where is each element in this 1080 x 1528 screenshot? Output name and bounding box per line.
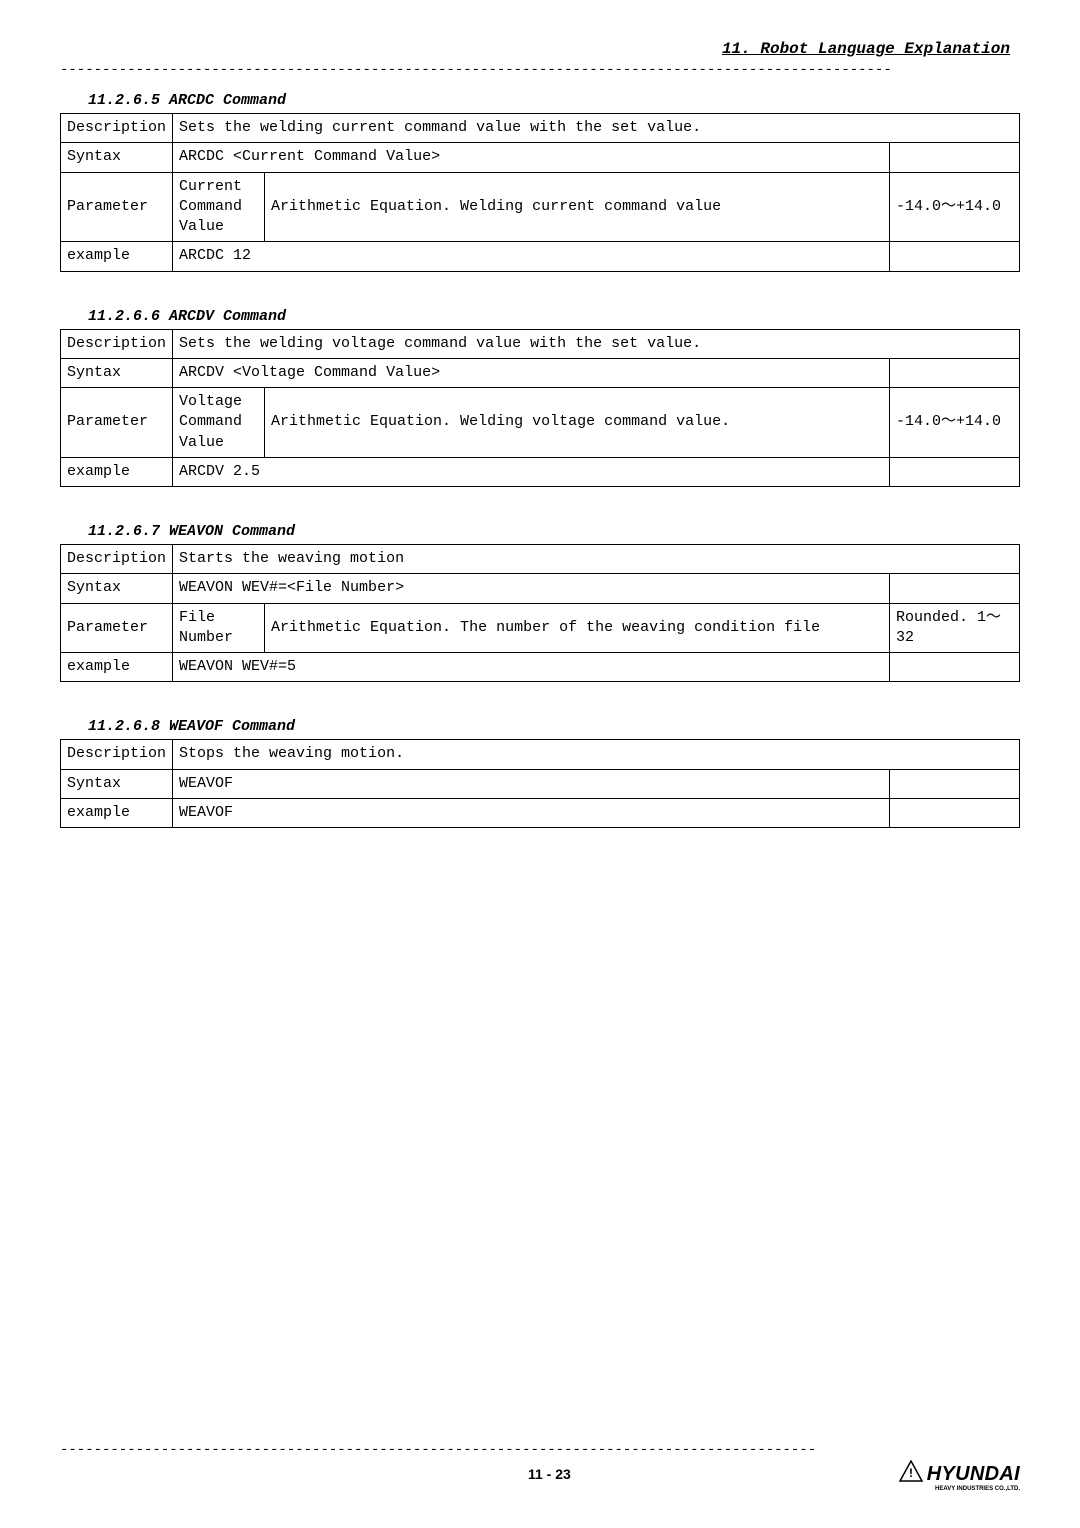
command-table: Description Sets the welding current com… <box>60 113 1020 272</box>
command-table: Description Starts the weaving motion Sy… <box>60 544 1020 682</box>
section-heading: 11.2.6.8 WEAVOF Command <box>60 718 1020 735</box>
cell-value: Sets the welding current command value w… <box>173 114 1020 143</box>
cell-label: example <box>61 242 173 271</box>
warning-triangle-icon: ! <box>899 1460 923 1488</box>
cell-label: example <box>61 798 173 827</box>
cell-label: Description <box>61 114 173 143</box>
chapter-title: 11. Robot Language Explanation <box>60 40 1020 58</box>
table-row: Syntax ARCDV <Voltage Command Value> <box>61 358 1020 387</box>
svg-text:!: ! <box>909 1466 913 1480</box>
cell-value: WEAVOF <box>173 798 890 827</box>
cell-label: Description <box>61 740 173 769</box>
footer-divider: ----------------------------------------… <box>60 1442 1020 1458</box>
cell-value: Stops the weaving motion. <box>173 740 1020 769</box>
cell-value: WEAVON WEV#=<File Number> <box>173 574 890 603</box>
cell-param-text: Arithmetic Equation. Welding current com… <box>265 172 890 242</box>
table-row: Syntax ARCDC <Current Command Value> <box>61 143 1020 172</box>
header-divider: ----------------------------------------… <box>60 62 1020 78</box>
table-row: Parameter Current Command Value Arithmet… <box>61 172 1020 242</box>
cell-label: Syntax <box>61 358 173 387</box>
brand-logo: ! HYUNDAI HEAVY INDUSTRIES CO.,LTD. <box>899 1460 1020 1488</box>
table-row: Parameter Voltage Command Value Arithmet… <box>61 388 1020 458</box>
cell-value: WEAVOF <box>173 769 890 798</box>
command-table: Description Stops the weaving motion. Sy… <box>60 739 1020 828</box>
section-weavon: 11.2.6.7 WEAVON Command Description Star… <box>60 523 1020 682</box>
section-heading: 11.2.6.7 WEAVON Command <box>60 523 1020 540</box>
cell-value: ARCDC 12 <box>173 242 890 271</box>
logo-main: HYUNDAI <box>927 1463 1020 1485</box>
cell-label: Parameter <box>61 388 173 458</box>
footer: ----------------------------------------… <box>60 1442 1020 1488</box>
logo-subtitle: HEAVY INDUSTRIES CO.,LTD. <box>935 1486 1020 1492</box>
table-row: Description Starts the weaving motion <box>61 545 1020 574</box>
cell-empty <box>890 358 1020 387</box>
table-row: Syntax WEAVON WEV#=<File Number> <box>61 574 1020 603</box>
cell-empty <box>890 769 1020 798</box>
cell-param-name: File Number <box>173 603 265 653</box>
table-row: Parameter File Number Arithmetic Equatio… <box>61 603 1020 653</box>
table-row: Description Sets the welding voltage com… <box>61 329 1020 358</box>
cell-value: WEAVON WEV#=5 <box>173 653 890 682</box>
cell-empty <box>890 457 1020 486</box>
cell-label: Parameter <box>61 603 173 653</box>
cell-empty <box>890 574 1020 603</box>
section-heading: 11.2.6.5 ARCDC Command <box>60 92 1020 109</box>
cell-value: Starts the weaving motion <box>173 545 1020 574</box>
section-heading: 11.2.6.6 ARCDV Command <box>60 308 1020 325</box>
table-row: Description Stops the weaving motion. <box>61 740 1020 769</box>
section-weavof: 11.2.6.8 WEAVOF Command Description Stop… <box>60 718 1020 828</box>
footer-row: 11 - 23 ! HYUNDAI HEAVY INDUSTRIES CO.,L… <box>60 1460 1020 1488</box>
cell-param-name: Current Command Value <box>173 172 265 242</box>
cell-param-name: Voltage Command Value <box>173 388 265 458</box>
cell-value: ARCDV <Voltage Command Value> <box>173 358 890 387</box>
cell-label: Syntax <box>61 769 173 798</box>
cell-empty <box>890 242 1020 271</box>
cell-param-text: Arithmetic Equation. Welding voltage com… <box>265 388 890 458</box>
cell-empty <box>890 143 1020 172</box>
cell-label: Description <box>61 329 173 358</box>
section-arcdv: 11.2.6.6 ARCDV Command Description Sets … <box>60 308 1020 488</box>
table-row: example ARCDC 12 <box>61 242 1020 271</box>
cell-label: Parameter <box>61 172 173 242</box>
cell-empty <box>890 653 1020 682</box>
cell-label: Syntax <box>61 143 173 172</box>
cell-param-range: -14.0～+14.0 <box>890 172 1020 242</box>
table-row: example WEAVON WEV#=5 <box>61 653 1020 682</box>
cell-value: Sets the welding voltage command value w… <box>173 329 1020 358</box>
logo-text: HYUNDAI HEAVY INDUSTRIES CO.,LTD. <box>927 1463 1020 1486</box>
section-arcdc: 11.2.6.5 ARCDC Command Description Sets … <box>60 92 1020 272</box>
cell-value: ARCDV 2.5 <box>173 457 890 486</box>
cell-label: example <box>61 653 173 682</box>
cell-empty <box>890 798 1020 827</box>
table-row: example ARCDV 2.5 <box>61 457 1020 486</box>
table-row: Syntax WEAVOF <box>61 769 1020 798</box>
page-number: 11 - 23 <box>200 1466 899 1482</box>
cell-label: Description <box>61 545 173 574</box>
table-row: example WEAVOF <box>61 798 1020 827</box>
cell-label: Syntax <box>61 574 173 603</box>
cell-value: ARCDC <Current Command Value> <box>173 143 890 172</box>
cell-param-range: -14.0～+14.0 <box>890 388 1020 458</box>
cell-param-text: Arithmetic Equation. The number of the w… <box>265 603 890 653</box>
table-row: Description Sets the welding current com… <box>61 114 1020 143</box>
cell-param-range: Rounded. 1～32 <box>890 603 1020 653</box>
command-table: Description Sets the welding voltage com… <box>60 329 1020 488</box>
cell-label: example <box>61 457 173 486</box>
